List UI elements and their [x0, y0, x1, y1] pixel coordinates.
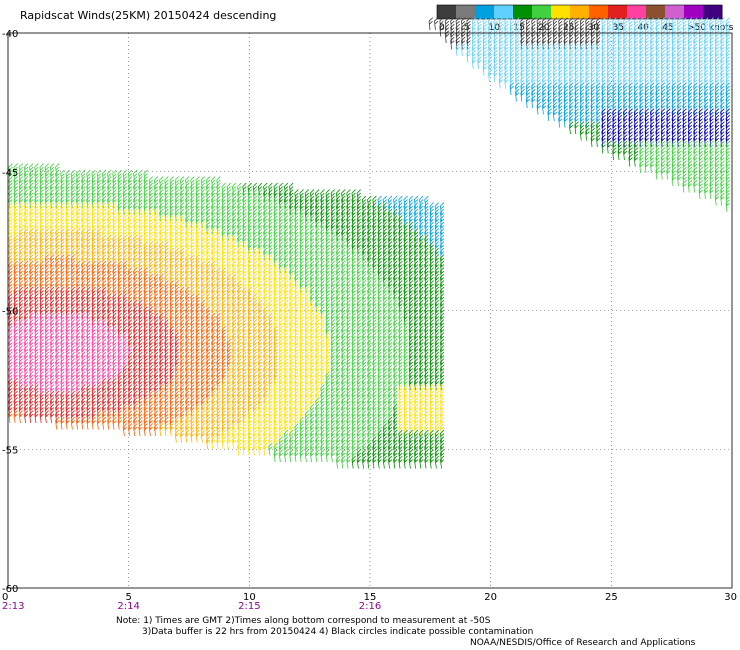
wind-barb: [709, 17, 714, 31]
wind-barb: [488, 17, 493, 31]
wind-barb: [525, 17, 531, 31]
colorbar-swatch: [665, 5, 685, 19]
colorbar-swatch: [532, 5, 552, 19]
wind-barb: [693, 17, 698, 31]
wind-barb: [434, 17, 439, 31]
x-tick-label: 20: [484, 592, 497, 603]
wind-barb: [536, 17, 541, 31]
wind-barb: [428, 17, 433, 31]
wind-barb: [617, 17, 622, 31]
wind-barb: [601, 17, 606, 31]
wind-barb: [466, 17, 471, 31]
colorbar-swatch: [646, 5, 666, 19]
note-line-1: Note: 1) Times are GMT 2)Times along bot…: [116, 616, 491, 626]
y-tick-label: -40: [2, 29, 18, 40]
colorbar-swatch: [684, 5, 704, 19]
wind-barb: [655, 17, 660, 31]
wind-barb: [644, 17, 649, 31]
wind-barb: [596, 17, 601, 31]
wind-barb: [439, 17, 444, 31]
wind-barb: [666, 17, 671, 31]
wind-barb: [612, 17, 617, 31]
note-line-3: NOAA/NESDIS/Office of Research and Appli…: [470, 638, 696, 648]
wind-barb: [623, 17, 628, 31]
wind-barb: [628, 17, 633, 31]
map-title: Rapidscat Winds(25KM) 20150424 descendin…: [20, 9, 277, 22]
wind-barb: [677, 17, 682, 31]
y-tick-label: -60: [2, 584, 18, 595]
colorbar-swatch: [456, 5, 476, 19]
wind-barb: [682, 17, 687, 31]
wind-barb: [704, 17, 709, 31]
wind-barb: [579, 17, 585, 31]
x-tick-label: 30: [724, 592, 737, 603]
colorbar-label: 25: [563, 23, 574, 33]
y-tick-label: -55: [2, 445, 18, 456]
colorbar-swatch: [703, 5, 723, 19]
colorbar-swatch: [627, 5, 647, 19]
wind-barb: [585, 17, 590, 31]
wind-barb: [574, 17, 579, 31]
y-tick-label: -50: [2, 307, 18, 318]
colorbar-swatch: [475, 5, 495, 19]
colorbar-swatch: [608, 5, 628, 19]
colorbar-label: 20: [538, 23, 550, 33]
wind-barb: [633, 17, 639, 31]
colorbar-label: 45: [662, 23, 673, 33]
wind-barb: [547, 17, 552, 31]
wind-barb: [520, 17, 525, 31]
wind-barb: [455, 17, 460, 31]
note-line-2: 3)Data buffer is 22 hrs from 20150424 4)…: [142, 627, 534, 637]
wind-barb: [450, 17, 455, 31]
wind-barb-map: 0 5 10 15 20 25 30-40-45-50-55-602:13 2:14 2:15 2…: [2, 17, 737, 612]
wind-barb: [563, 17, 568, 31]
colorbar-swatch: [589, 5, 609, 19]
colorbar-swatch: [551, 5, 571, 19]
colorbar-swatch: [513, 5, 533, 19]
colorbar-swatch: [437, 5, 457, 19]
wind-barb: [606, 17, 612, 31]
wind-barb: [509, 17, 514, 31]
wind-barb: [477, 17, 482, 31]
wind-barb: [493, 17, 498, 31]
wind-barb: [471, 17, 477, 31]
time-label: 2:13: [2, 601, 24, 612]
time-label: 2:14: [117, 601, 139, 612]
wind-barb: [461, 17, 466, 31]
wind-barb: [558, 17, 563, 31]
time-label: 2:15: [238, 601, 260, 612]
wind-barb: [725, 17, 730, 31]
wind-barb: [569, 17, 574, 31]
colorbar-swatch: [570, 5, 590, 19]
wind-barb: [590, 17, 595, 31]
wind-barb: [498, 17, 504, 31]
wind-barb: [671, 17, 676, 31]
wind-barb: [504, 17, 509, 31]
colorbar-swatch: [494, 5, 514, 19]
y-tick-label: -45: [2, 168, 18, 179]
time-label: 2:16: [359, 601, 381, 612]
wind-barbs: [8, 17, 730, 469]
wind-barb: [687, 17, 693, 31]
colorbar-frame: [436, 4, 723, 20]
wind-barb: [639, 17, 644, 31]
wind-barb: [714, 17, 720, 31]
wind-barb: [660, 17, 666, 31]
wind-barb: [482, 17, 487, 31]
wind-barb: [531, 17, 536, 31]
wind-barb: [650, 17, 655, 31]
wind-barb: [542, 17, 547, 31]
colorbar-label: 0: [439, 23, 445, 33]
wind-barb: [720, 17, 725, 31]
x-tick-label: 25: [605, 592, 618, 603]
wind-barb: [515, 17, 520, 31]
wind-barb: [698, 17, 703, 31]
wind-barb: [444, 17, 450, 31]
wind-barb: [552, 17, 558, 31]
